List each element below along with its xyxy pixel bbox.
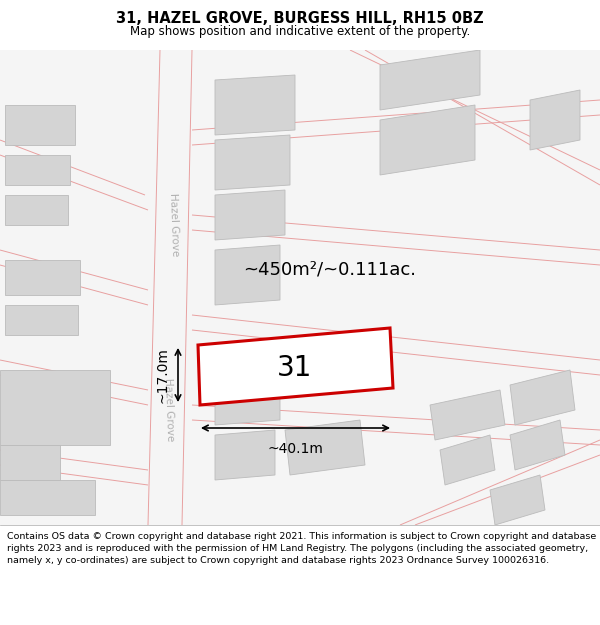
Polygon shape [215, 375, 280, 425]
Text: 31: 31 [277, 354, 313, 382]
Polygon shape [5, 260, 80, 295]
Polygon shape [430, 390, 505, 440]
Polygon shape [5, 195, 68, 225]
Polygon shape [440, 435, 495, 485]
Text: Hazel Grove: Hazel Grove [163, 378, 175, 442]
Polygon shape [198, 328, 393, 405]
Polygon shape [510, 370, 575, 425]
Polygon shape [215, 430, 275, 480]
Text: ~40.1m: ~40.1m [268, 442, 323, 456]
Text: Map shows position and indicative extent of the property.: Map shows position and indicative extent… [130, 24, 470, 38]
Polygon shape [0, 370, 110, 445]
Polygon shape [285, 420, 365, 475]
Polygon shape [510, 420, 565, 470]
Polygon shape [0, 480, 95, 515]
Text: Contains OS data © Crown copyright and database right 2021. This information is : Contains OS data © Crown copyright and d… [7, 532, 596, 564]
Polygon shape [380, 105, 475, 175]
Polygon shape [380, 50, 480, 110]
Text: Hazel Grove: Hazel Grove [168, 193, 180, 257]
Text: 31, HAZEL GROVE, BURGESS HILL, RH15 0BZ: 31, HAZEL GROVE, BURGESS HILL, RH15 0BZ [116, 11, 484, 26]
Polygon shape [215, 75, 295, 135]
Polygon shape [5, 105, 75, 145]
Text: ~450m²/~0.111ac.: ~450m²/~0.111ac. [244, 261, 416, 279]
Polygon shape [0, 445, 60, 480]
Polygon shape [215, 190, 285, 240]
Polygon shape [5, 305, 78, 335]
Polygon shape [215, 245, 280, 305]
Text: ~17.0m: ~17.0m [156, 347, 170, 403]
Polygon shape [490, 475, 545, 525]
Polygon shape [530, 90, 580, 150]
Polygon shape [215, 135, 290, 190]
Polygon shape [5, 155, 70, 185]
